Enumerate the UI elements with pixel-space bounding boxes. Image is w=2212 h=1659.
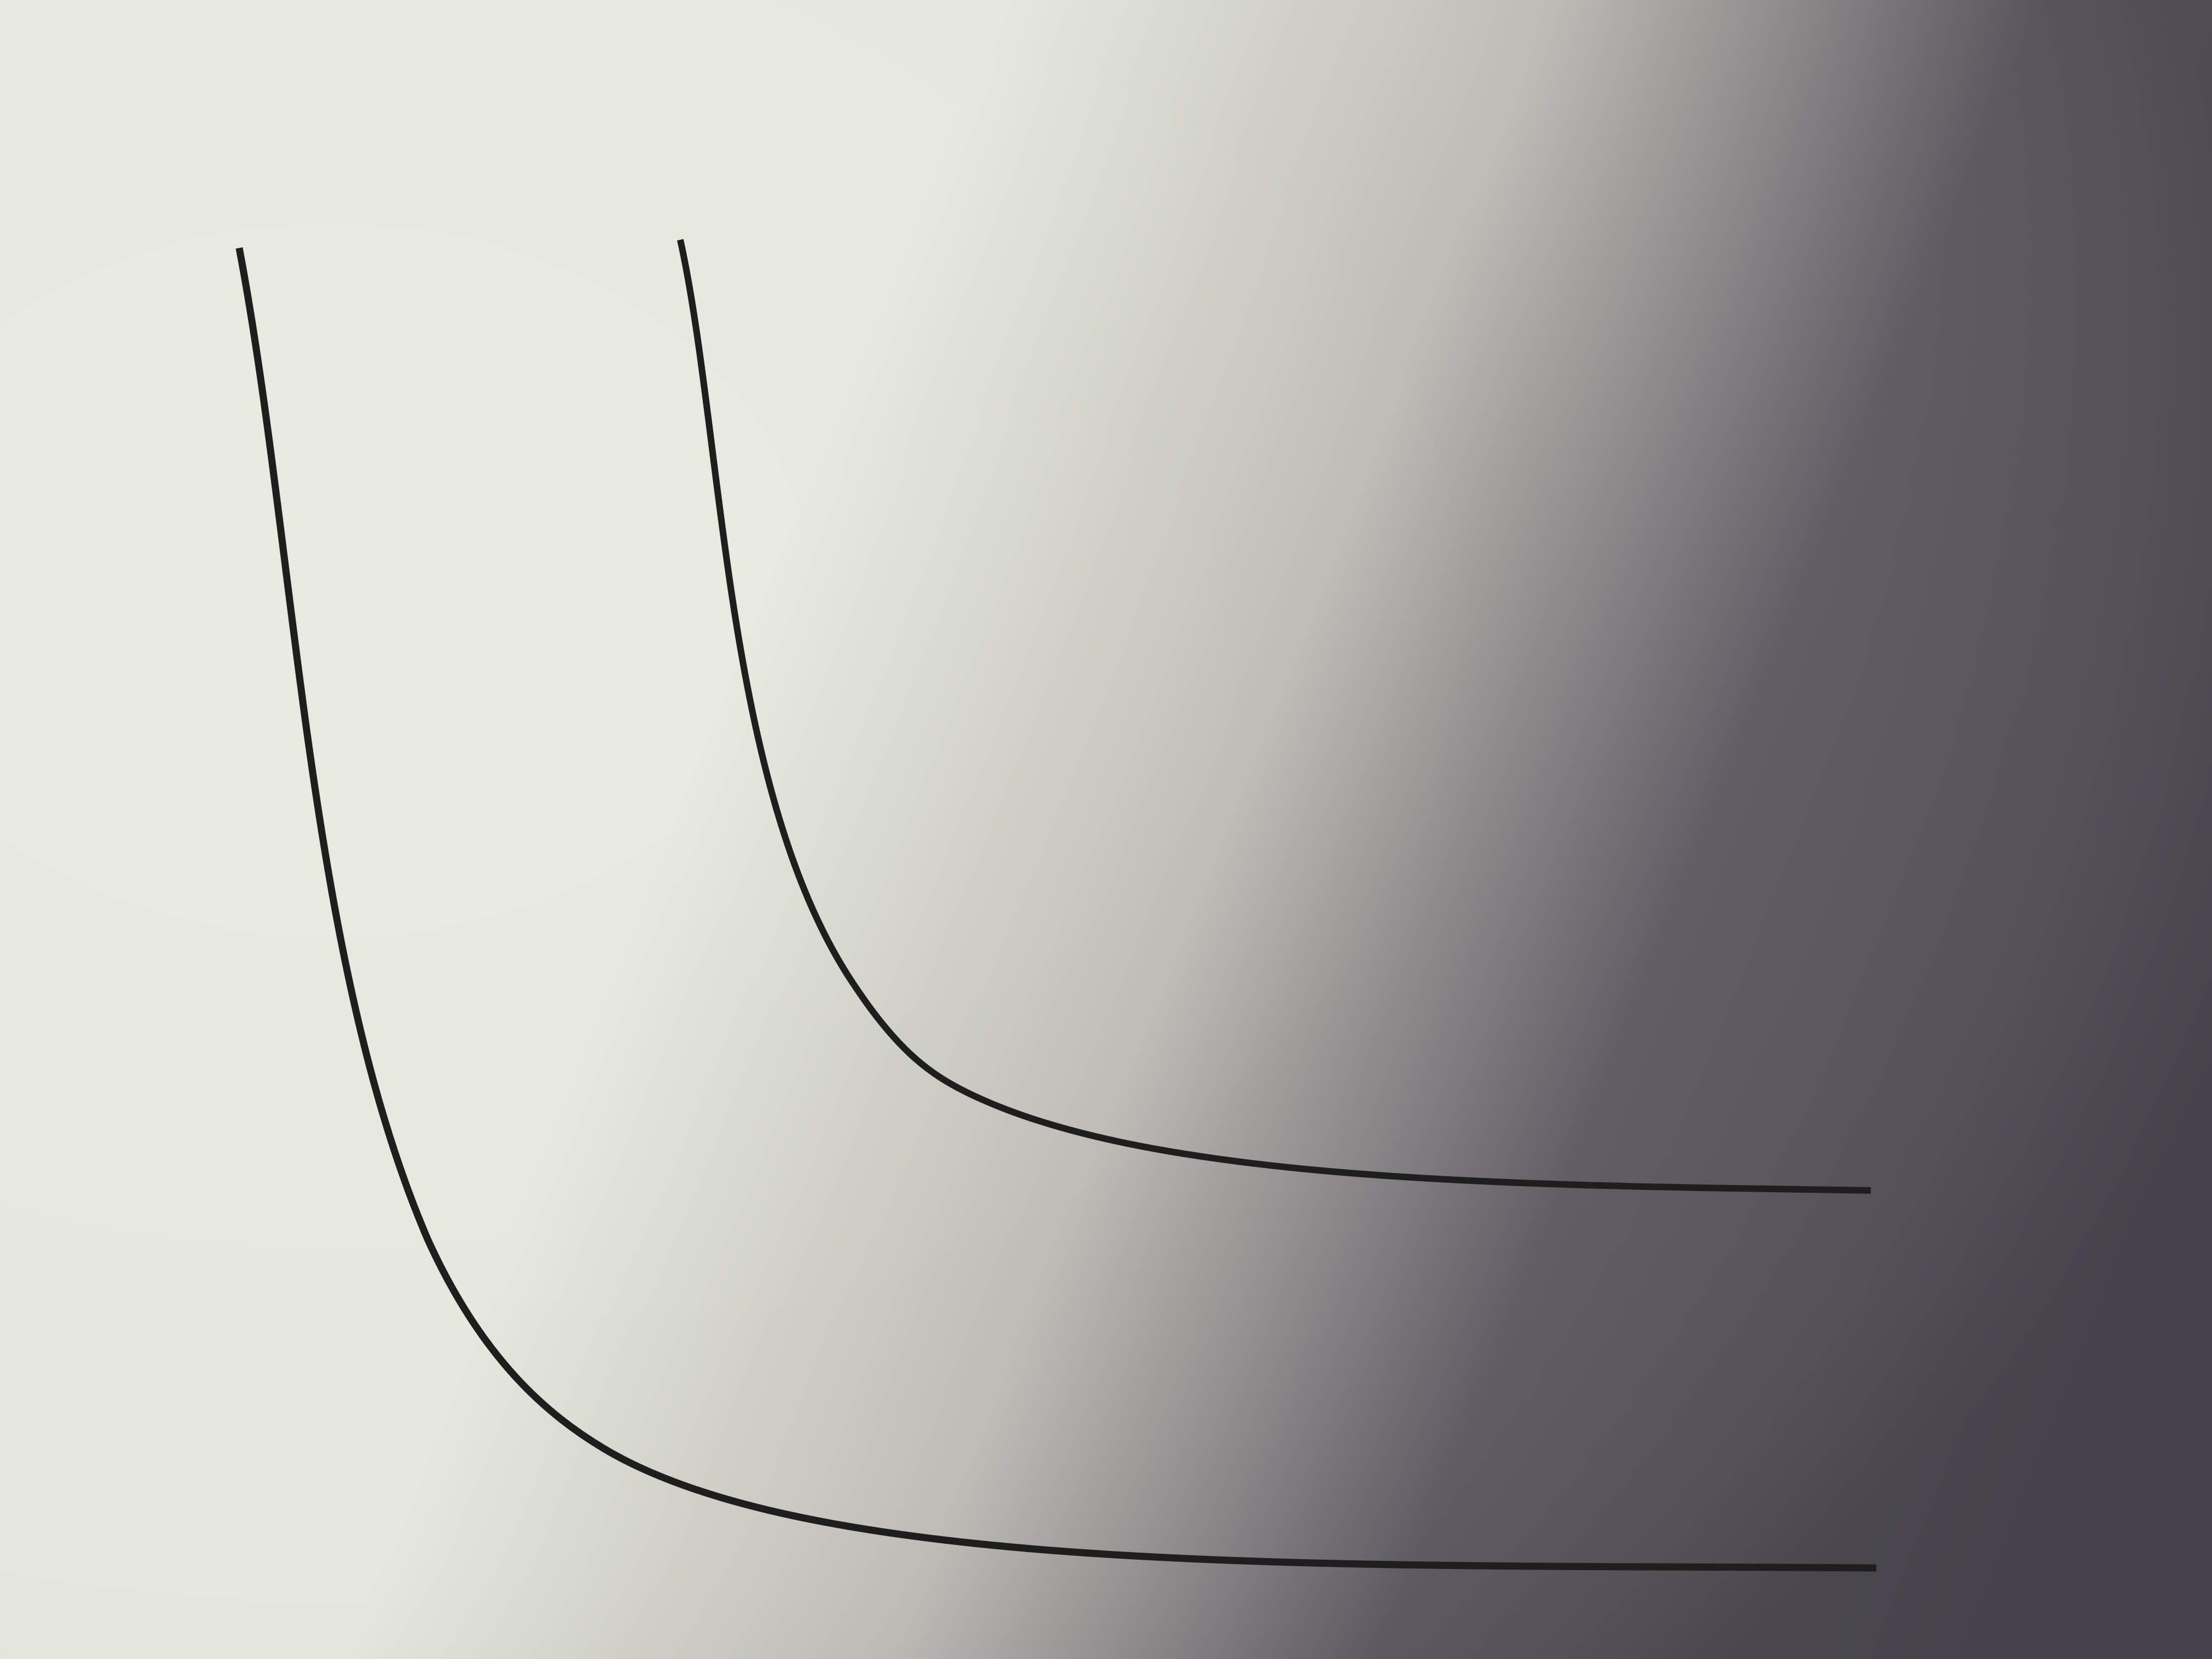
inner-curve-line	[677, 239, 1871, 1194]
outer-curve-line	[235, 247, 1877, 1572]
